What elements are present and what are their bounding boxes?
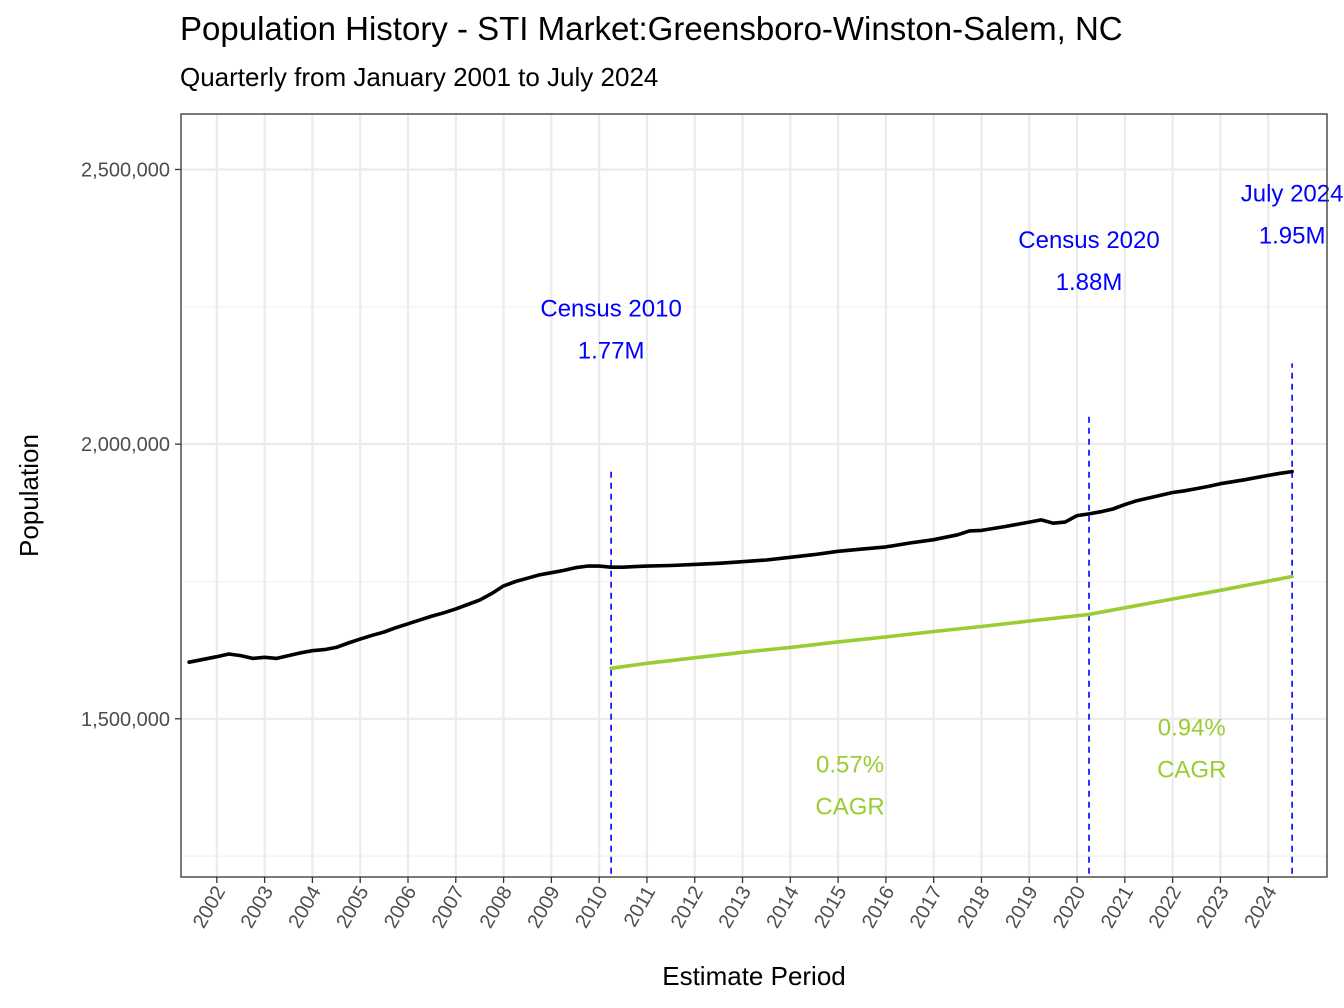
marker-lines <box>610 363 1293 874</box>
x-tick-label: 2021 <box>1097 883 1138 933</box>
annotations: Census 2010 1.77M Census 2020 1.88M July 202… <box>540 180 1343 820</box>
series-line <box>609 574 1294 671</box>
x-tick-label: 2017 <box>906 883 947 933</box>
x-tick-label: 2023 <box>1192 883 1233 933</box>
x-tick-label: 2005 <box>332 883 373 933</box>
x-tick-label: 2008 <box>476 883 517 933</box>
x-tick-label: 2006 <box>380 883 421 933</box>
annotation-label: Census 2010 <box>540 296 681 323</box>
annotation-label: CAGR <box>815 794 884 821</box>
grid-lines <box>181 114 1327 877</box>
x-tick-label: 2011 <box>620 883 661 931</box>
x-tick-label: 2019 <box>1001 883 1042 933</box>
annotation-label: 0.57% <box>816 752 884 779</box>
x-axis: 2002 2003 2004 2005 2006 2007 2008 2009 2010 2011… <box>189 877 1282 932</box>
annotation-label: Census 2020 <box>1018 227 1159 254</box>
x-tick-label: 2014 <box>762 883 803 933</box>
x-tick-label: 2003 <box>237 883 278 933</box>
annotation-label: 1.88M <box>1056 269 1123 296</box>
y-tick-label: 1,500,000 <box>81 709 170 731</box>
annotation-label: 1.77M <box>578 338 645 365</box>
series-lines <box>187 469 1294 671</box>
annotation-label: 1.95M <box>1259 222 1326 249</box>
x-tick-label: 2010 <box>571 883 612 933</box>
y-axis-title: Population <box>14 434 44 557</box>
x-tick-label: 2015 <box>810 883 851 933</box>
x-tick-label: 2013 <box>715 883 756 933</box>
y-tick-label: 2,000,000 <box>81 434 170 456</box>
x-tick-label: 2016 <box>858 883 899 933</box>
annotation-label: July 2024 <box>1241 180 1344 207</box>
y-tick-label: 2,500,000 <box>81 159 170 181</box>
x-axis-title: Estimate Period <box>662 961 846 991</box>
x-tick-label: 2022 <box>1145 883 1186 933</box>
annotation-label: CAGR <box>1157 756 1226 783</box>
panel-border <box>180 113 1328 878</box>
x-tick-label: 2004 <box>284 883 325 933</box>
x-tick-label: 2009 <box>523 883 564 933</box>
y-axis: 1,500,000 2,000,000 2,500,000 <box>81 159 181 731</box>
x-tick-label: 2018 <box>954 883 995 933</box>
chart-subtitle: Quarterly from January 2001 to July 2024 <box>180 62 659 92</box>
x-tick-label: 2002 <box>189 883 230 933</box>
annotation-label: 0.94% <box>1158 714 1226 741</box>
x-tick-label: 2007 <box>428 883 469 933</box>
chart-title: Population History - STI Market:Greensbo… <box>180 10 1123 47</box>
x-tick-label: 2012 <box>667 883 708 933</box>
x-tick-label: 2020 <box>1049 883 1090 933</box>
x-tick-label: 2024 <box>1240 883 1281 933</box>
series-line <box>187 469 1294 665</box>
